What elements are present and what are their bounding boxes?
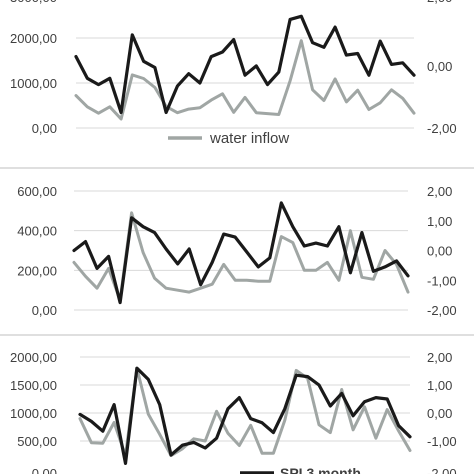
- y-tick-left: 1500,00: [10, 378, 57, 393]
- y-tick-right-clipped: 2,00: [427, 0, 452, 5]
- y-tick-left: 0,00: [32, 303, 57, 318]
- y-tick-left-clipped: 0,00: [32, 466, 57, 474]
- series-line-black: [72, 201, 410, 305]
- y-tick-right: 0,00: [427, 406, 452, 421]
- y-tick-left: 1000,00: [10, 76, 57, 91]
- series-line-black: [78, 366, 412, 465]
- y-tick-left: 2000,00: [10, 31, 57, 46]
- y-tick-left: 500,00: [17, 434, 57, 449]
- y-tick-right-clipped: -2,00: [427, 466, 457, 474]
- y-tick-right: 0,00: [427, 59, 452, 74]
- y-tick-right: 2,00: [427, 350, 452, 365]
- y-tick-left: 1000,00: [10, 406, 57, 421]
- y-tick-right: -1,00: [427, 434, 457, 449]
- series-line-black: [74, 14, 416, 115]
- legend-label: water inflow: [209, 130, 289, 147]
- y-tick-right: 1,00: [427, 378, 452, 393]
- y-tick-left: 200,00: [17, 263, 57, 278]
- series-line-grey: [74, 39, 416, 121]
- y-tick-left: 2000,00: [10, 350, 57, 365]
- y-tick-left-clipped: 3000,00: [10, 0, 57, 5]
- y-tick-right: 1,00: [427, 214, 452, 229]
- y-tick-left: 400,00: [17, 224, 57, 239]
- y-tick-right: -2,00: [427, 121, 457, 136]
- y-tick-right: -2,00: [427, 303, 457, 318]
- series-line-grey: [72, 211, 410, 302]
- y-tick-right: 0,00: [427, 244, 452, 259]
- legend-label: SPI 3 month: [280, 465, 361, 474]
- y-tick-left: 0,00: [32, 121, 57, 136]
- y-tick-right: -1,00: [427, 273, 457, 288]
- y-tick-right: 2,00: [427, 184, 452, 199]
- y-tick-left: 600,00: [17, 184, 57, 199]
